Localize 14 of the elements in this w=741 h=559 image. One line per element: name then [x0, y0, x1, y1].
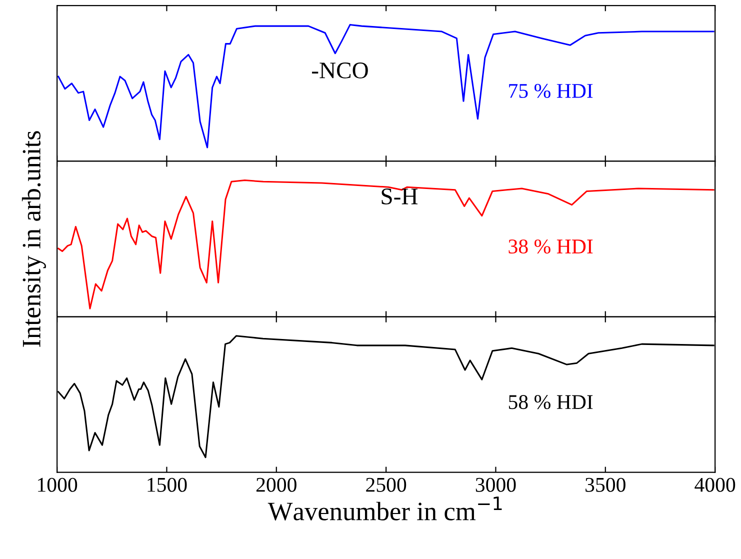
x-tick-label: 4000: [694, 478, 736, 492]
x-tick-label: 2500: [366, 478, 406, 492]
annotation: S-H: [382, 188, 418, 204]
x-tick-label: 3000: [476, 478, 516, 492]
annotation: -NCO: [312, 62, 368, 78]
x-axis-title: Wavenumber in cm$^{−1}$: [268, 496, 502, 521]
series-label: 38 % HDI: [508, 239, 593, 254]
x-tick-label: 1500: [148, 478, 187, 492]
y-axis-title: Intensity in arb.units: [22, 131, 46, 347]
x-tick-label: 3500: [586, 478, 626, 492]
series-label: 75 % HDI: [509, 84, 593, 98]
x-tick-label: 1000: [38, 478, 78, 492]
x-tick-label: 2000: [256, 478, 296, 492]
series-label: 58 % HDI: [508, 395, 593, 410]
